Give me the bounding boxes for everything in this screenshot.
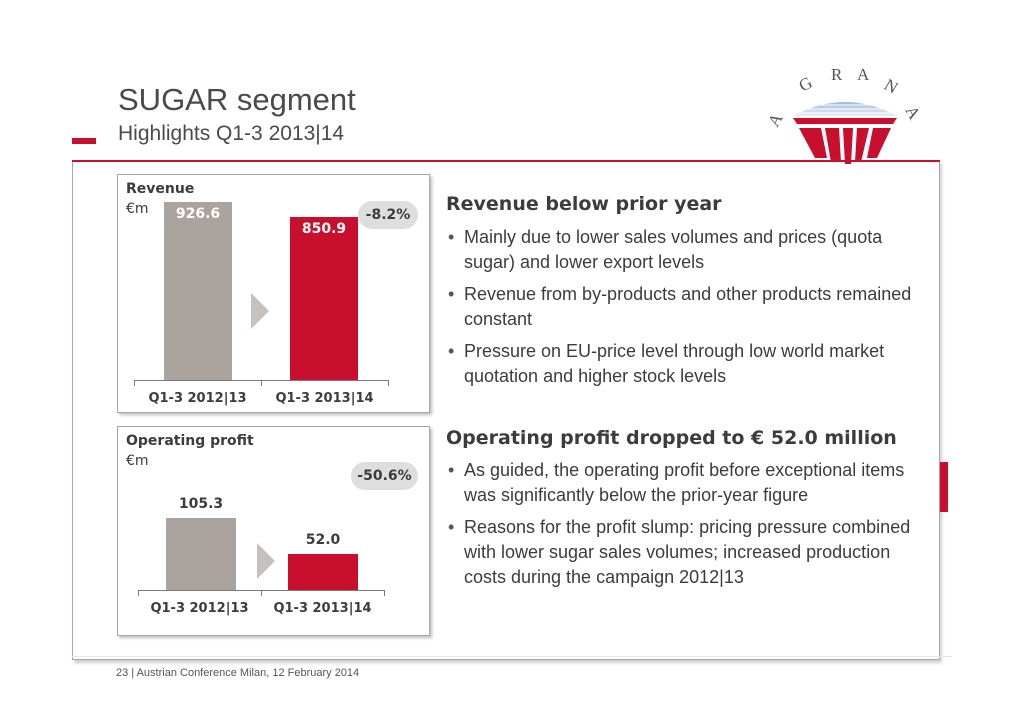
- axis-tick: [261, 590, 262, 596]
- section-heading-profit: Operating profit dropped to € 52.0 milli…: [446, 427, 897, 449]
- revenue-chart-panel: Revenue €m -8.2% 926.6 850.9 Q1-3 2012|1…: [117, 174, 430, 413]
- revenue-bullet-list: Mainly due to lower sales volumes and pr…: [446, 225, 916, 396]
- axis-tick: [384, 590, 385, 596]
- logo-letter: N: [881, 75, 901, 98]
- logo-letter: A: [765, 109, 787, 130]
- revenue-value-current: 850.9: [301, 221, 347, 237]
- profit-bar-prior: [166, 518, 236, 590]
- page-subtitle: Highlights Q1-3 2013|14: [118, 122, 345, 145]
- revenue-bar-prior: [164, 202, 232, 380]
- footer-divider: [72, 656, 952, 657]
- revenue-category-prior: Q1-3 2012|13: [148, 391, 247, 406]
- revenue-category-current: Q1-3 2013|14: [275, 391, 374, 406]
- profit-category-prior: Q1-3 2012|13: [150, 601, 249, 616]
- profit-value-current: 52.0: [305, 532, 341, 548]
- list-item: Revenue from by-products and other produ…: [446, 282, 916, 332]
- list-item: Mainly due to lower sales volumes and pr…: [446, 225, 916, 275]
- side-accent-tab: [940, 462, 948, 512]
- axis-tick: [134, 380, 135, 386]
- title-accent-dash: [72, 138, 96, 144]
- profit-bar-current: [288, 554, 358, 590]
- revenue-change-badge: -8.2%: [358, 201, 418, 229]
- logo-letter: A: [902, 103, 925, 124]
- profit-chart-panel: Operating profit €m -50.6% 105.3 52.0 Q1…: [117, 426, 430, 636]
- logo-letter: A: [857, 65, 870, 84]
- revenue-chart-title: Revenue: [126, 181, 195, 197]
- revenue-arrow-icon: [251, 293, 269, 329]
- axis-tick: [261, 380, 262, 386]
- slide-footer: 23 | Austrian Conference Milan, 12 Febru…: [116, 667, 360, 679]
- profit-category-current: Q1-3 2013|14: [273, 601, 372, 616]
- logo-letter: R: [831, 65, 843, 84]
- list-item: Reasons for the profit slump: pricing pr…: [446, 515, 916, 590]
- axis-tick: [138, 590, 139, 596]
- revenue-chart-unit: €m: [126, 201, 149, 217]
- frame-accent-line: [72, 160, 940, 162]
- profit-bullet-list: As guided, the operating profit before e…: [446, 458, 916, 597]
- list-item: As guided, the operating profit before e…: [446, 458, 916, 508]
- revenue-value-prior: 926.6: [175, 206, 221, 222]
- page-title: SUGAR segment: [118, 82, 356, 117]
- list-item: Pressure on EU-price level through low w…: [446, 339, 916, 389]
- profit-value-prior: 105.3: [178, 496, 224, 512]
- profit-chart-unit: €m: [126, 453, 149, 469]
- profit-arrow-icon: [257, 543, 275, 579]
- profit-change-badge: -50.6%: [351, 462, 418, 490]
- profit-chart-title: Operating profit: [126, 433, 254, 449]
- logo-letter: G: [796, 73, 816, 96]
- revenue-bar-current: [290, 217, 358, 380]
- section-heading-revenue: Revenue below prior year: [446, 193, 722, 215]
- axis-tick: [388, 380, 389, 386]
- agrana-logo: A G R A N A: [765, 65, 925, 164]
